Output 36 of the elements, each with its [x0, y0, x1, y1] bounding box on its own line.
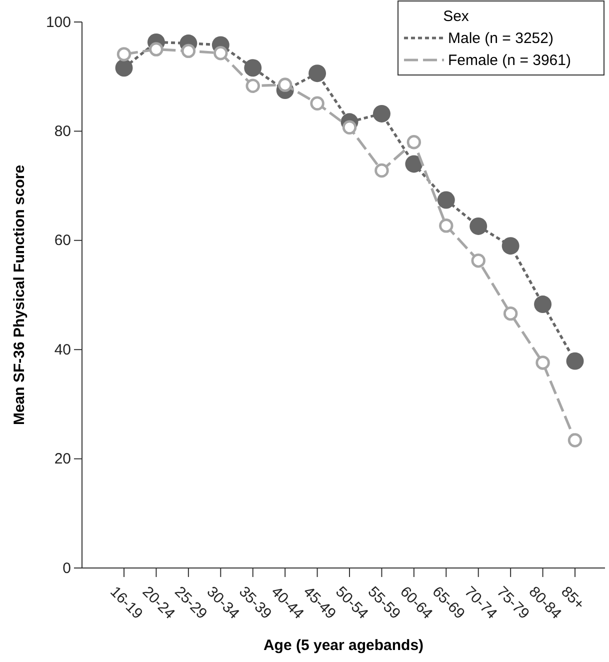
legend-title: Sex — [443, 8, 470, 25]
point — [372, 105, 390, 122]
point — [115, 59, 133, 77]
point — [278, 78, 292, 92]
y-tick-label: 0 — [62, 560, 71, 577]
point — [244, 59, 262, 77]
point — [470, 217, 488, 235]
point — [566, 352, 584, 370]
x-axis-title: Age (5 year agebands) — [263, 637, 424, 654]
point — [437, 191, 455, 209]
point — [310, 96, 324, 110]
y-tick-label: 40 — [54, 341, 71, 358]
y-tick-label: 20 — [54, 450, 71, 468]
point — [439, 218, 454, 233]
legend-label: Female (n = 3961) — [448, 52, 571, 69]
point — [246, 78, 260, 93]
point — [471, 253, 486, 268]
point — [503, 306, 518, 321]
point — [502, 237, 520, 255]
point — [536, 356, 550, 370]
point — [374, 163, 389, 178]
point — [116, 47, 132, 62]
y-tick-label: 80 — [54, 123, 71, 140]
y-tick-label: 100 — [46, 14, 71, 31]
point — [181, 44, 196, 58]
point — [342, 120, 357, 134]
y-tick-label: 60 — [54, 232, 71, 250]
point — [568, 433, 582, 448]
point — [308, 64, 326, 82]
point — [149, 42, 164, 56]
point — [534, 296, 552, 314]
point — [405, 155, 423, 173]
point — [214, 46, 228, 60]
legend-label: Male (n = 3252) — [448, 30, 554, 47]
y-axis-title: Mean SF-36 Physical Function score — [11, 164, 28, 426]
point — [406, 135, 422, 150]
